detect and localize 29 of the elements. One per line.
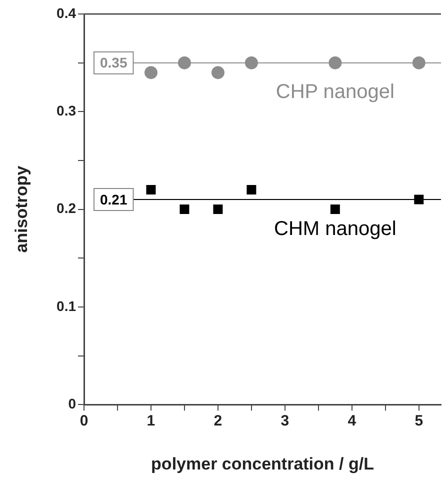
x-tick-label: 0 [80, 412, 88, 430]
y-tick-label: 0.1 [56, 298, 76, 314]
point [146, 185, 156, 195]
y-axis-title: anisotropy [12, 165, 31, 253]
point [246, 185, 256, 195]
point [211, 66, 224, 80]
point [244, 56, 258, 70]
point [414, 194, 424, 204]
y-tick-label: 0.3 [56, 102, 76, 119]
x-tick-label: 1 [146, 412, 156, 430]
point [144, 66, 158, 80]
y-tick-label: 0 [68, 395, 76, 412]
point [328, 56, 342, 70]
point [213, 204, 223, 214]
x-tick-label: 4 [348, 412, 357, 430]
x-tick-label: 5 [414, 412, 424, 430]
y-tick-label: 0.2 [56, 200, 76, 216]
y-tick-label: 0.4 [56, 4, 76, 21]
x-axis-title: polymer concentration / g/L [151, 454, 374, 474]
point [178, 56, 191, 70]
point [330, 204, 340, 214]
point [412, 56, 426, 70]
x-tick-label: 2 [214, 412, 222, 430]
ref-line-label: 0.35 [100, 54, 128, 71]
series-label: CHP nanogel [276, 81, 394, 104]
point [180, 204, 190, 214]
ref-line-label: 0.21 [100, 191, 128, 208]
series-label: CHM nanogel [274, 218, 396, 240]
x-tick-label: 3 [280, 412, 290, 430]
